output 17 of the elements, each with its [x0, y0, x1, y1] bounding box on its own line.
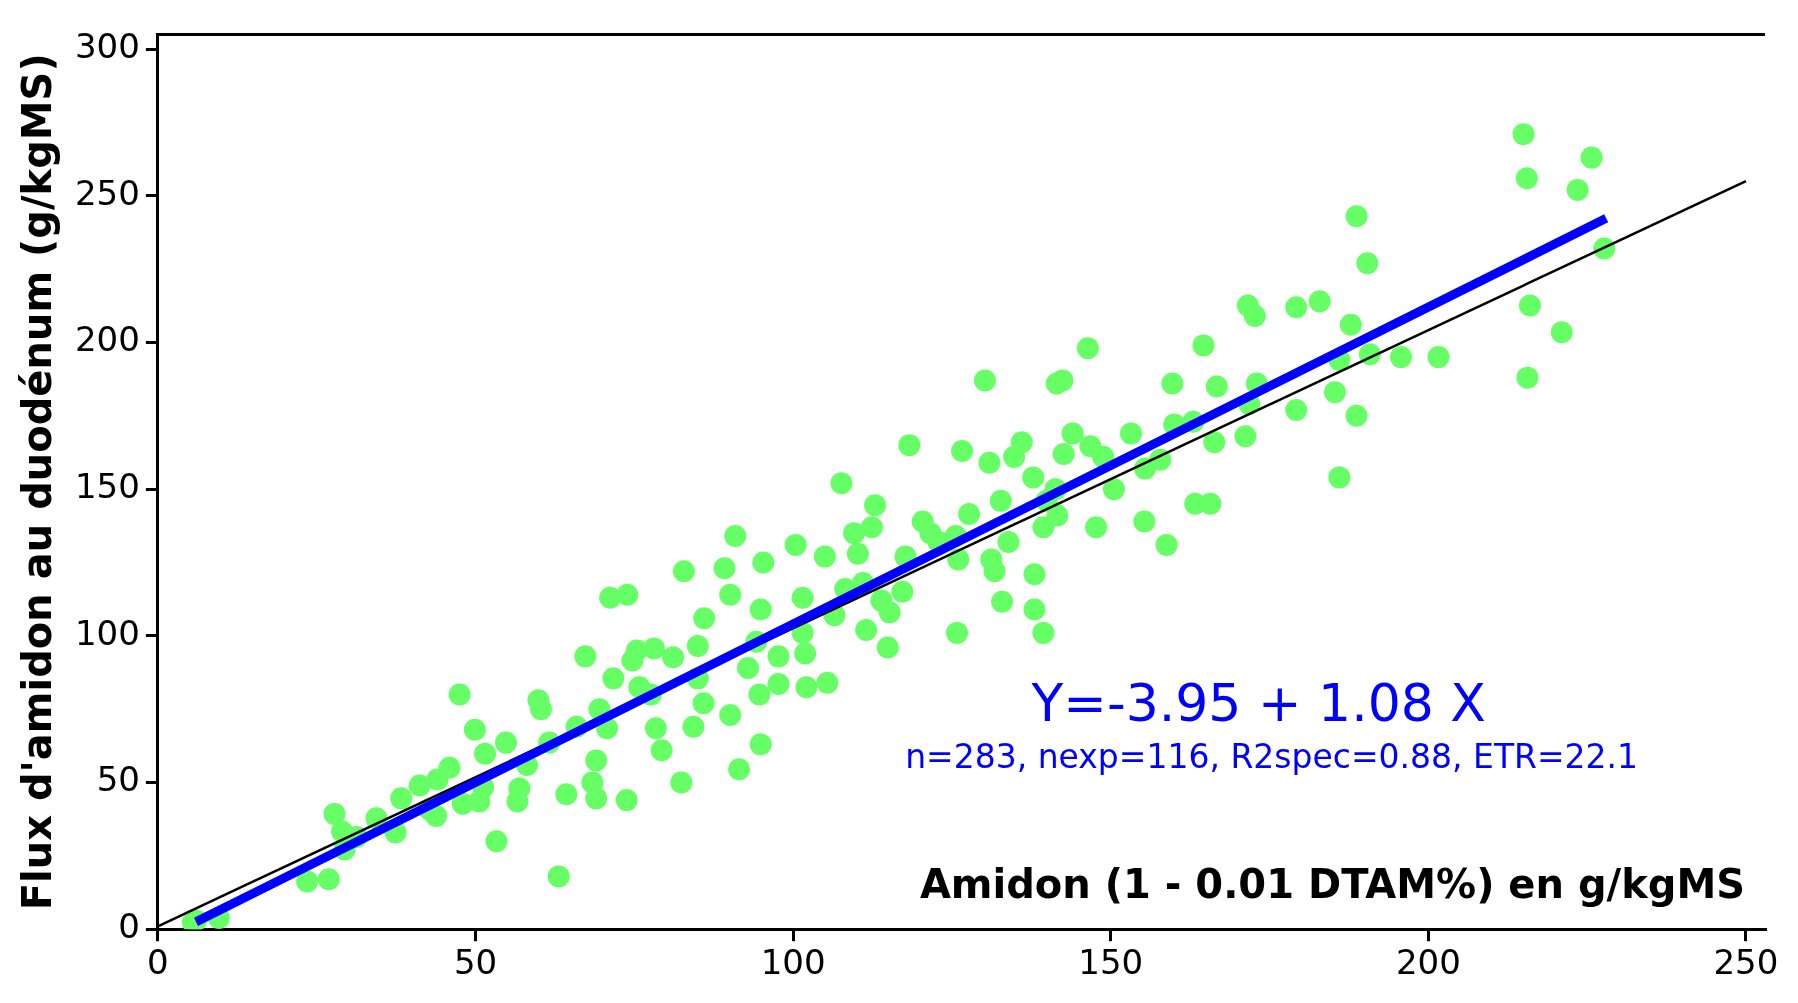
x-tick-label: 250: [1713, 942, 1779, 983]
x-tick-label: 150: [1078, 942, 1144, 983]
y-tick-label: 0: [118, 906, 140, 947]
annotation: Y=-3.95 + 1.08 X: [1030, 672, 1486, 733]
y-tick-label: 100: [74, 612, 140, 653]
y-tick-label: 200: [74, 319, 140, 360]
x-tick-label: 50: [453, 942, 498, 983]
x-tick-label: 100: [760, 942, 826, 983]
x-axis-title: Amidon (1 - 0.01 DTAM%) en g/kgMS: [919, 860, 1745, 907]
y-tick-label: 150: [74, 465, 140, 506]
y-axis-title: Flux d'amidon au duodénum (g/kgMS): [14, 53, 61, 911]
x-tick-label: 200: [1395, 942, 1461, 983]
y-tick-label: 250: [74, 172, 140, 213]
annotation: n=283, nexp=116, R2spec=0.88, ETR=22.1: [905, 736, 1639, 776]
y-tick-label: 50: [96, 759, 140, 800]
y-tick-label: 300: [74, 25, 140, 66]
x-tick-label: 0: [147, 942, 169, 983]
